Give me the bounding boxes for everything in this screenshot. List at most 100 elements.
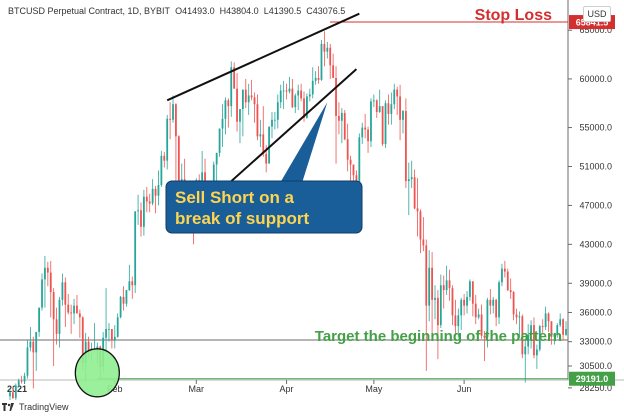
y-tick-label: 55000.0 [579,123,612,133]
candle [14,383,17,401]
candle [41,273,43,311]
tradingview-brand: TradingView [19,402,69,412]
candle [58,296,61,348]
candle [506,268,509,292]
candle-body [122,296,125,304]
candle-body [20,380,23,382]
candle-body [303,98,305,118]
candle [105,288,107,353]
candle-body [390,104,393,114]
candle-body [87,341,90,351]
candle-body [140,210,142,227]
candle [276,94,279,129]
candle-body [61,282,64,300]
candle [515,308,518,325]
candle [143,189,145,236]
candle-body [244,89,247,103]
y-tick-label: 28250.0 [579,383,612,393]
candle [445,265,448,295]
candle-body [515,314,518,318]
target-price-label: 29191.0 [576,374,609,384]
annotations: 65841.5 Stop Loss 29191.0 Target the beginn… [74,7,615,398]
candle [17,378,20,388]
candle [521,314,524,359]
candle-body [23,375,26,382]
candle-body [221,118,224,129]
candle-body [285,90,288,92]
candle [381,106,384,147]
candle-body [486,299,489,338]
candle-body [230,67,233,107]
candle-body [422,239,425,246]
candle [332,53,335,78]
candle-body [64,282,67,305]
candle-body [512,292,515,315]
candle [538,325,541,352]
candle-body [434,297,436,300]
candle-body [311,80,314,95]
open-value: O41493.0 [175,6,215,16]
candle [565,321,567,336]
candle [480,304,483,339]
candle [454,299,457,336]
candle [76,294,78,314]
candle [61,273,64,306]
candle [425,239,428,371]
candle [128,264,131,292]
candle [320,39,323,81]
candle-body [166,118,169,161]
candle-body [439,285,442,326]
candle-body [503,268,506,272]
candle-body [218,128,221,153]
candle [524,338,527,383]
candle-body [116,317,119,337]
candle [227,98,230,128]
chart-header: BTCUSD Perpetual Contract, 1D, BYBIT O41… [8,6,345,16]
callout-pointer [280,102,328,183]
candle-body [288,88,291,92]
candle-body [148,201,151,204]
candle [550,321,553,345]
candle-body [326,47,329,52]
candle [125,290,128,307]
candle [119,295,122,319]
candle-body [151,188,154,204]
candle [241,89,244,137]
x-tick-label: 2021 [7,384,27,394]
candle-body [105,329,107,338]
candle [556,323,559,338]
candle [370,98,372,148]
candle [163,151,166,168]
candle [457,308,460,338]
candle-body [241,89,244,110]
candle [285,83,288,100]
candle [273,111,276,130]
candle-body [29,341,32,348]
candle-body [17,380,20,386]
candle-body [346,139,349,160]
candle-body [163,155,166,161]
candle [247,83,250,115]
candle-body [314,77,317,81]
candle-body [437,297,439,326]
target-text: Target the beginning of the pattern [315,328,562,345]
candle-body [96,346,99,349]
candle [160,150,163,187]
candle [335,66,337,164]
candle [495,298,498,327]
candle-body [131,281,134,286]
candle [268,126,270,164]
candle [419,209,422,254]
candle [553,332,556,345]
candle-body [460,299,463,316]
candle [346,123,349,172]
y-tick-label: 36000.0 [579,307,612,317]
candle [329,43,332,79]
currency-button[interactable]: USD [583,6,611,22]
candle-body [384,103,387,145]
candle-body [483,335,486,338]
candle [250,79,253,101]
candle-body [338,115,340,121]
candle [364,113,367,139]
candle [463,293,466,316]
